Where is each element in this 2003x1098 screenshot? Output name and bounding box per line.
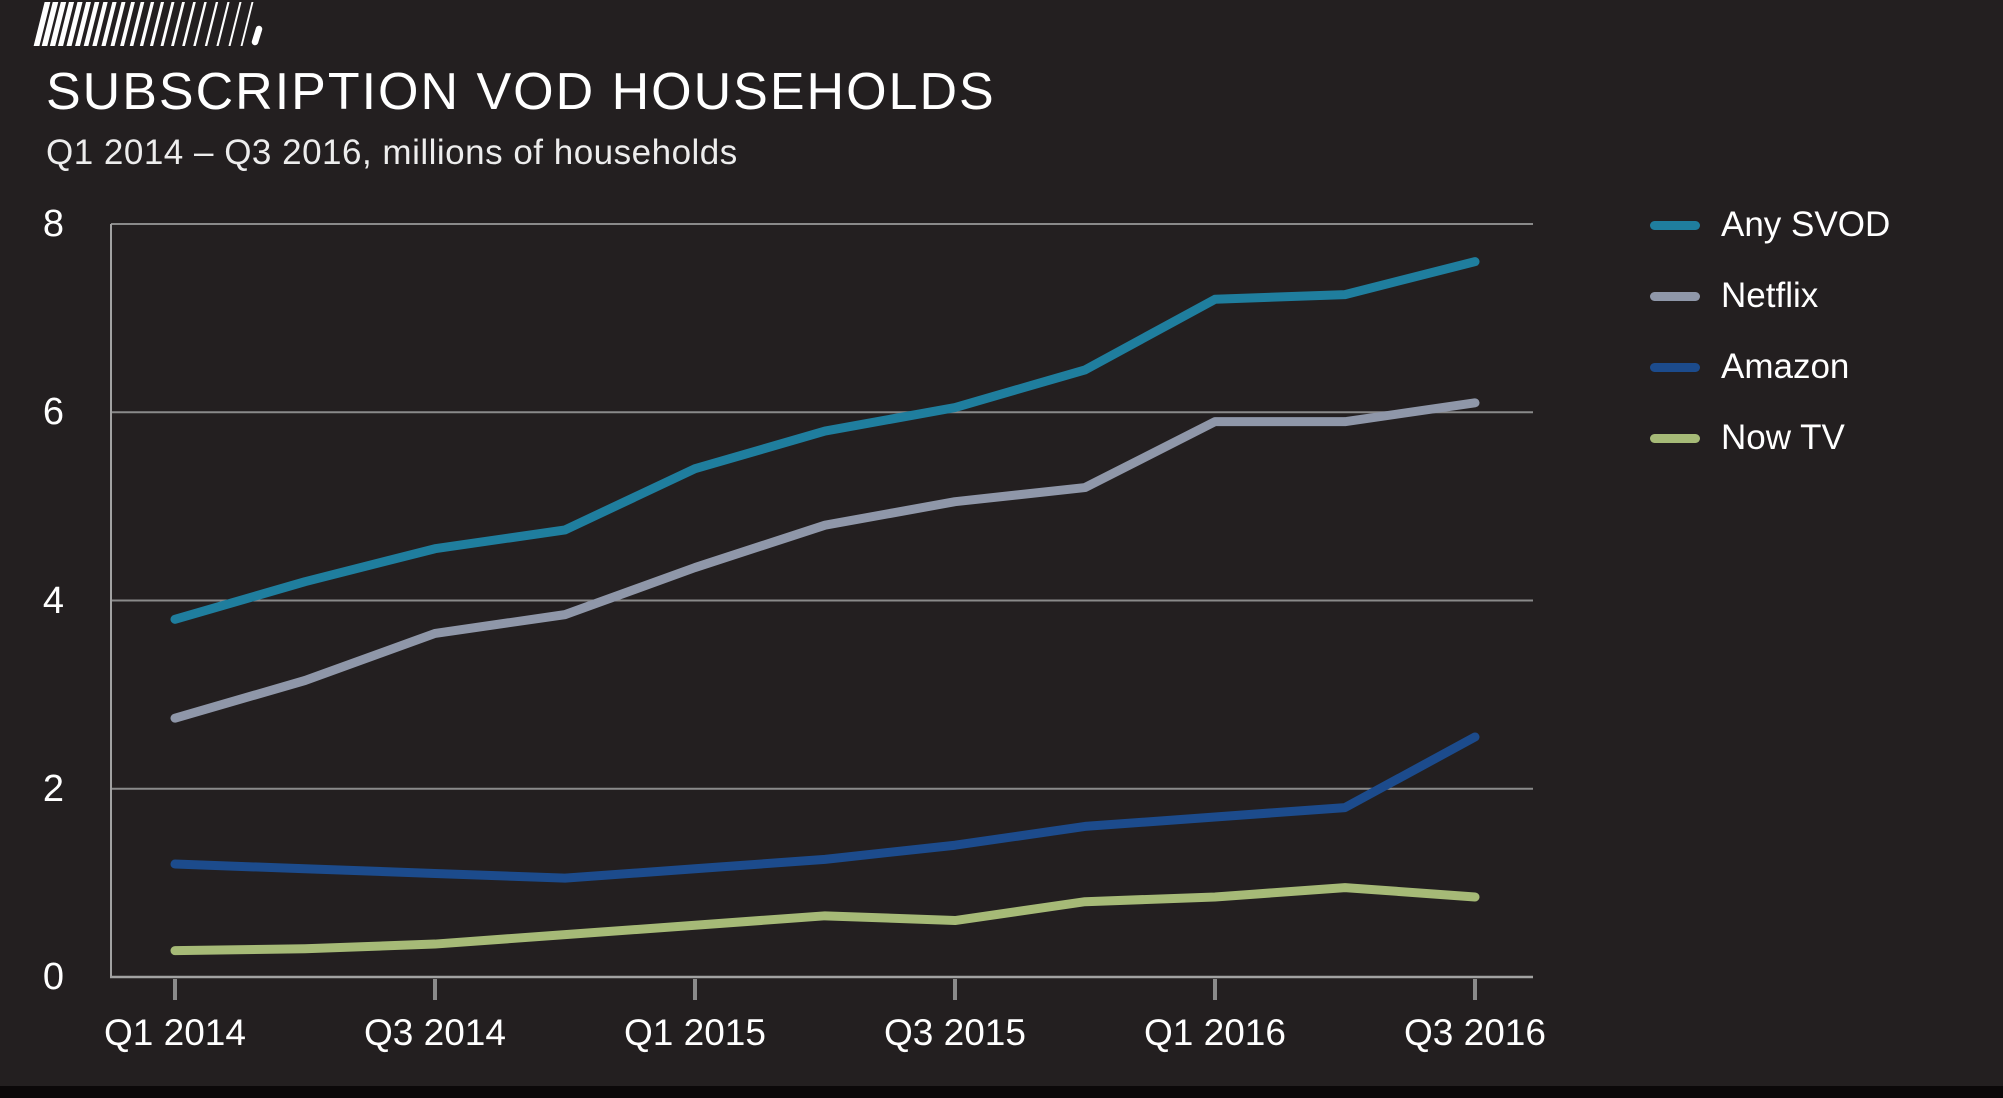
page-subtitle: Q1 2014 – Q3 2016, millions of household…	[46, 133, 738, 173]
x-axis-label: Q1 2016	[1144, 1012, 1286, 1053]
legend-swatch-now-tv	[1650, 433, 1700, 443]
x-axis-label: Q3 2016	[1404, 1012, 1546, 1053]
y-axis-label: 8	[42, 203, 64, 245]
hatch-logo-icon	[33, 2, 263, 46]
legend-label-now-tv: Now TV	[1721, 418, 1845, 457]
chart-header: SUBSCRIPTION VOD HOUSEHOLDS Q1 2014 – Q3…	[46, 63, 996, 173]
y-axis-label: 4	[42, 579, 64, 622]
x-axis-label: Q3 2014	[364, 1012, 506, 1053]
page-title: SUBSCRIPTION VOD HOUSEHOLDS	[46, 63, 996, 121]
y-axis-label: 0	[42, 956, 64, 998]
legend-item-amazon: Amazon	[1650, 347, 1890, 387]
legend-item-netflix: Netflix	[1650, 276, 1890, 316]
legend-swatch-amazon	[1650, 362, 1700, 372]
legend-label-netflix: Netflix	[1721, 276, 1819, 315]
legend-swatch-any-svod	[1650, 220, 1700, 230]
x-axis-label: Q3 2015	[884, 1012, 1026, 1053]
legend: Any SVOD Netflix Amazon Now TV	[1650, 205, 1890, 489]
legend-label-any-svod: Any SVOD	[1721, 205, 1891, 244]
legend-swatch-netflix	[1650, 291, 1700, 301]
legend-item-now-tv: Now TV	[1650, 418, 1890, 458]
legend-label-amazon: Amazon	[1721, 347, 1850, 386]
bottom-edge-strip	[0, 1086, 2003, 1098]
y-axis-label: 2	[42, 767, 64, 810]
x-axis-label: Q1 2015	[624, 1012, 766, 1053]
legend-item-any-svod: Any SVOD	[1650, 205, 1890, 245]
y-axis-label: 6	[42, 391, 64, 434]
x-axis-label: Q1 2014	[104, 1012, 246, 1053]
